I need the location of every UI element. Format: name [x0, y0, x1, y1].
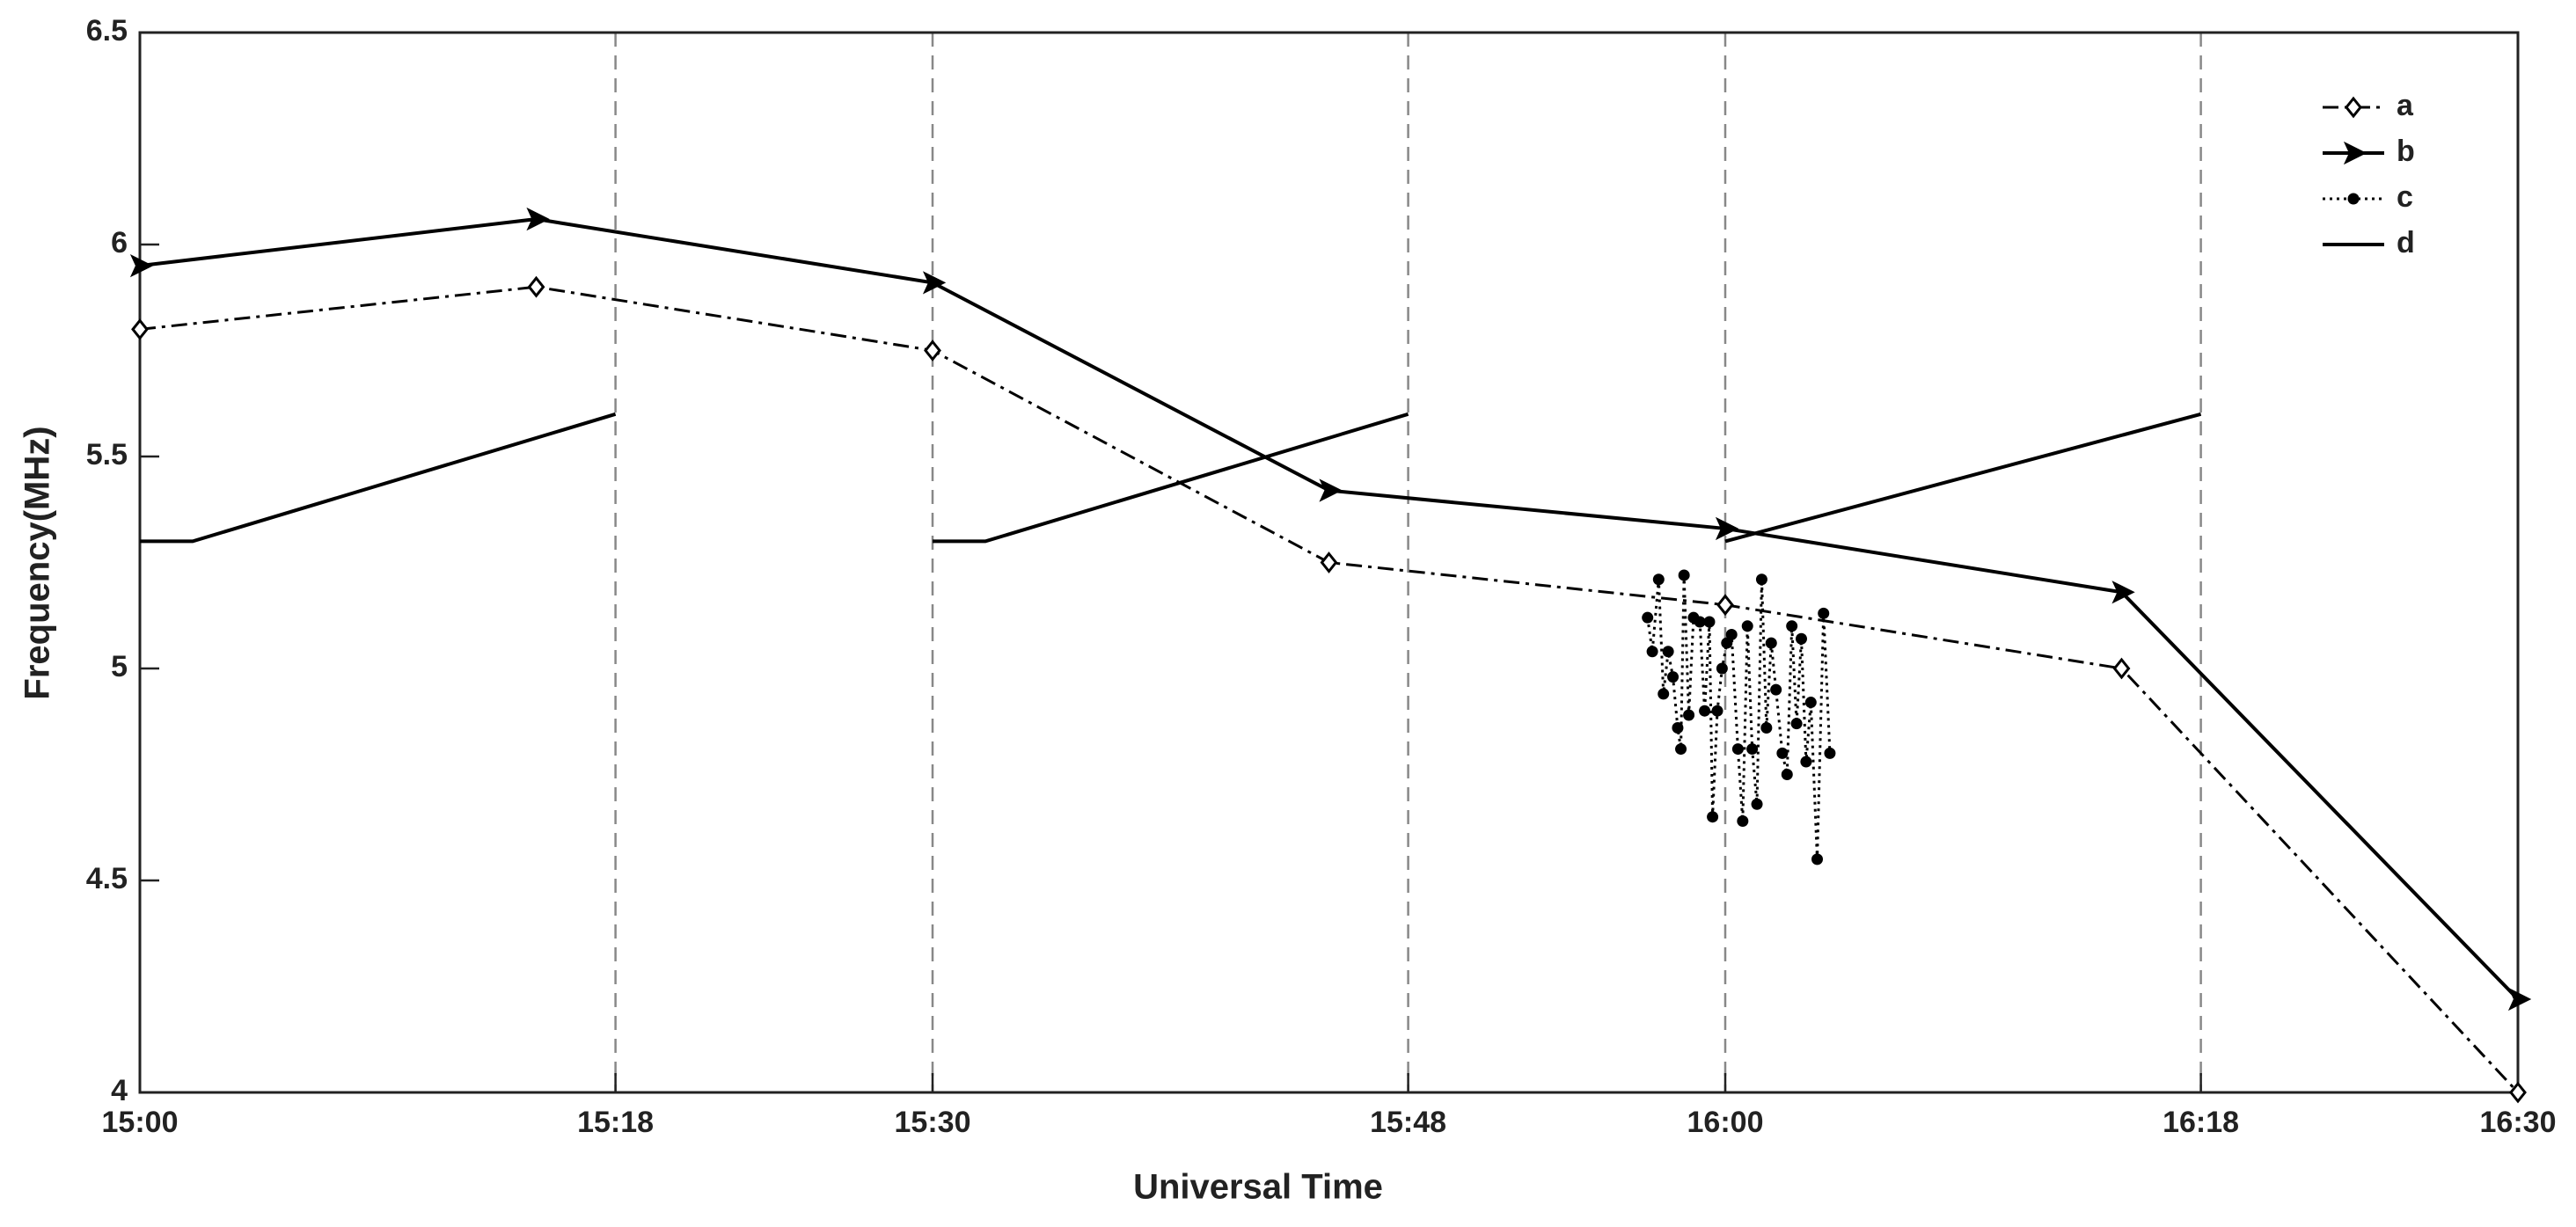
- data-point: [131, 318, 149, 340]
- data-point: [1703, 616, 1716, 628]
- data-point: [1811, 853, 1824, 865]
- series-line: [1646, 574, 1832, 859]
- data-point: [1711, 705, 1723, 717]
- data-point: [1678, 569, 1690, 581]
- data-point: [1725, 628, 1738, 640]
- data-point: [1804, 697, 1817, 709]
- data-point: [2509, 1081, 2527, 1104]
- series-line: [139, 217, 2520, 1001]
- data-point: [1786, 620, 1798, 632]
- data-point: [1776, 747, 1789, 759]
- data-point: [1737, 815, 1749, 828]
- legend-label: c: [2397, 180, 2413, 214]
- data-point: [1765, 637, 1777, 649]
- data-point: [526, 207, 550, 231]
- y-axis-label: Frequency(MHz): [18, 426, 57, 699]
- data-point: [1662, 646, 1674, 658]
- legend-label: d: [2397, 226, 2415, 259]
- data-point: [1694, 616, 1706, 628]
- data-point: [1781, 769, 1793, 780]
- data-point: [1667, 671, 1680, 683]
- y-tick-label: 4.5: [86, 862, 128, 895]
- data-point: [1721, 637, 1733, 649]
- data-point: [924, 340, 941, 362]
- data-point: [1716, 662, 1728, 675]
- data-point: [1715, 516, 1739, 541]
- data-point: [129, 253, 154, 278]
- legend-marker: [2347, 193, 2360, 205]
- legend-label: b: [2397, 135, 2415, 168]
- data-point: [2507, 987, 2532, 1012]
- data-point: [1746, 743, 1759, 756]
- data-point: [1646, 646, 1658, 658]
- legend-marker: [2343, 141, 2367, 165]
- data-point: [1642, 611, 1654, 624]
- data-point: [1755, 573, 1767, 586]
- data-point: [1699, 705, 1711, 717]
- x-tick-label: 16:30: [2480, 1106, 2557, 1139]
- plot-frame: [138, 31, 2520, 1094]
- legend-marker: [2345, 96, 2362, 119]
- data-point: [1658, 688, 1670, 700]
- series-line: [139, 285, 2520, 1094]
- y-tick-label: 5.5: [86, 438, 128, 471]
- data-point: [1707, 811, 1719, 823]
- y-tick-label: 6: [111, 226, 128, 259]
- x-tick-label: 16:00: [1687, 1106, 1764, 1139]
- data-point: [1770, 683, 1782, 696]
- x-tick-label: 16:18: [2163, 1106, 2239, 1139]
- x-tick-label: 15:30: [895, 1106, 971, 1139]
- data-point: [1760, 721, 1773, 734]
- x-tick-label: 15:18: [577, 1106, 654, 1139]
- data-point: [1672, 721, 1684, 734]
- data-point: [1319, 478, 1343, 502]
- y-tick-label: 5: [111, 650, 128, 683]
- x-axis-label: Universal Time: [1133, 1168, 1383, 1207]
- x-tick-label: 15:48: [1370, 1106, 1446, 1139]
- data-point: [1675, 743, 1687, 756]
- data-point: [922, 271, 947, 295]
- x-tick-label: 15:00: [102, 1106, 179, 1139]
- data-point: [1741, 620, 1753, 632]
- y-tick-label: 4: [111, 1074, 128, 1107]
- legend-label: a: [2397, 89, 2414, 122]
- data-point: [527, 275, 545, 298]
- y-tick-label: 6.5: [86, 14, 128, 47]
- series-line: [140, 412, 2202, 544]
- data-point: [1824, 747, 1836, 759]
- data-point: [2112, 657, 2131, 680]
- data-point: [1320, 551, 1338, 573]
- data-point: [1751, 798, 1763, 810]
- data-point: [1683, 709, 1695, 721]
- data-point: [1731, 743, 1744, 756]
- data-point: [1716, 594, 1734, 617]
- data-point: [2111, 581, 2135, 604]
- data-point: [1790, 718, 1803, 730]
- data-point: [1818, 607, 1830, 619]
- data-point: [1795, 632, 1807, 645]
- data-point: [1652, 573, 1665, 586]
- data-point: [1800, 756, 1812, 768]
